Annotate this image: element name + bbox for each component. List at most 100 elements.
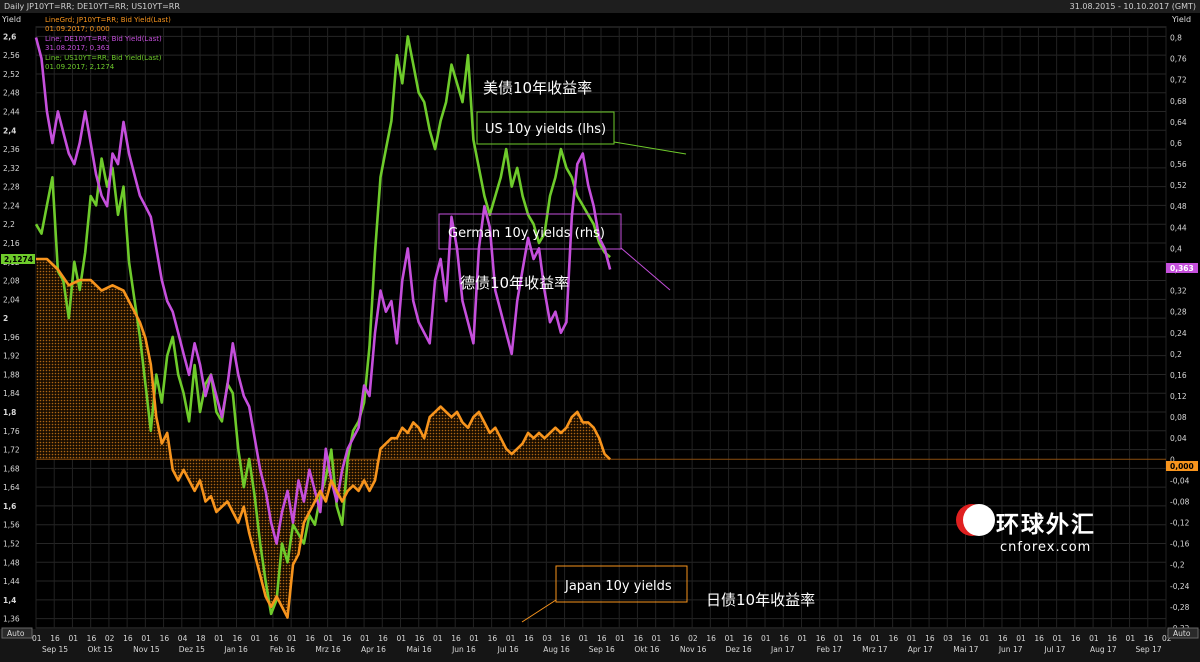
x-day-tick-label: 01	[834, 634, 844, 643]
left-tick-label: 1,8	[3, 408, 16, 417]
x-day-tick-label: 01	[287, 634, 297, 643]
us-pointer	[613, 141, 687, 155]
left-tick-label: 1,36	[3, 615, 20, 624]
left-tick-label: 2,32	[3, 164, 20, 173]
de-pointer	[620, 247, 671, 291]
x-month-label: Feb 17	[817, 645, 842, 654]
x-day-tick-label: 16	[852, 634, 862, 643]
x-day-tick-label: 16	[962, 634, 972, 643]
left-tick-label: 2,24	[3, 201, 20, 210]
legend-entry-title: Line; US10YT=RR; Bid Yield(Last)	[45, 54, 162, 62]
de-value-tag: 0,363	[1170, 264, 1194, 273]
us-box-label: US 10y yields (lhs)	[485, 122, 606, 137]
x-month-label: Mrz 17	[862, 645, 888, 654]
x-day-tick-label: 01	[870, 634, 880, 643]
x-day-tick-label: 01	[652, 634, 662, 643]
right-tick-label: 0,2	[1170, 350, 1182, 359]
x-day-tick-label: 01	[397, 634, 407, 643]
x-day-tick-label: 16	[87, 634, 97, 643]
x-day-tick-label: 01	[360, 634, 370, 643]
x-day-tick-label: 16	[706, 634, 716, 643]
auto-right-button[interactable]: Auto	[1167, 627, 1199, 639]
auto-left-label: Auto	[7, 629, 25, 638]
right-tick-label: 0,12	[1170, 392, 1187, 401]
window-header: Daily JP10YT=RR; DE10YT=RR; US10YT=RR 31…	[0, 0, 1200, 13]
right-tick-label: 0,44	[1170, 223, 1187, 232]
watermark-url: cnforex.com	[1000, 540, 1091, 555]
x-day-tick-label: 16	[269, 634, 279, 643]
left-tick-label: 1,6	[3, 502, 16, 511]
window-title: Daily JP10YT=RR; DE10YT=RR; US10YT=RR	[4, 2, 180, 11]
right-tick-label: 0,48	[1170, 202, 1187, 211]
left-tick-label: 2,04	[3, 295, 20, 304]
x-day-tick-label: 02	[688, 634, 698, 643]
legend-entry-title: Line; DE10YT=RR; Bid Yield(Last)	[45, 35, 162, 43]
x-month-label: Dez 16	[725, 645, 751, 654]
x-day-tick-label: 01	[1126, 634, 1136, 643]
left-tick-label: 2,56	[3, 51, 20, 60]
auto-left-button[interactable]: Auto	[1, 627, 33, 639]
x-day-tick-label: 16	[524, 634, 534, 643]
left-tick-label: 1,56	[3, 521, 20, 530]
right-tick-label: -0,2	[1170, 561, 1185, 570]
left-tick-label: 1,92	[3, 352, 20, 361]
left-tick-label: 2,52	[3, 70, 20, 79]
x-day-tick-label: 01	[725, 634, 735, 643]
left-tick-label: 1,88	[3, 370, 20, 379]
x-day-tick-label: 02	[1162, 634, 1172, 643]
us-cn-label: 美债10年收益率	[483, 79, 592, 97]
de-series-line	[34, 37, 612, 545]
left-tick-label: 1,96	[3, 333, 20, 342]
x-month-label: Nov 15	[133, 645, 160, 654]
left-axis-label: Yield	[1, 15, 21, 24]
x-day-tick-label: 01	[251, 634, 261, 643]
x-month-label: Aug 16	[543, 645, 570, 654]
legend-entry-value: 01.09.2017; 2,1274	[45, 63, 115, 71]
jp-pointer	[521, 599, 557, 623]
x-day-tick-label: 16	[415, 634, 425, 643]
x-day-tick-label: 03	[542, 634, 552, 643]
x-day-tick-label: 01	[1016, 634, 1026, 643]
left-tick-label: 1,72	[3, 446, 20, 455]
x-month-label: Jun 17	[998, 645, 1023, 654]
jp-value-tag-bg	[1166, 461, 1198, 471]
auto-right-label: Auto	[1173, 629, 1191, 638]
legend: LineGrd; JP10YT=RR; Bid Yield(Last)01.09…	[45, 16, 171, 71]
left-tick-label: 2,36	[3, 145, 20, 154]
x-month-label: Jan 17	[770, 645, 795, 654]
right-tick-label: 0,64	[1170, 118, 1187, 127]
de-box-label: German 10y yields (rhs)	[448, 226, 605, 241]
jp-box	[555, 565, 688, 603]
us-value-tag-bg	[1, 254, 35, 264]
x-day-tick-label: 01	[433, 634, 443, 643]
left-axis: Yield 2,6 2,56 2,52 2,48 2,44 2,4 2,36 2,32 2,28 2…	[1, 15, 21, 624]
x-day-tick-label: 16	[451, 634, 461, 643]
x-day-tick-label: 01	[615, 634, 625, 643]
x-day-tick-label: 01	[1089, 634, 1099, 643]
x-day-tick-label: 03	[943, 634, 953, 643]
left-tick-label: 1,48	[3, 558, 20, 567]
right-tick-label: -0,16	[1170, 540, 1190, 549]
right-tick-label: 0,68	[1170, 97, 1187, 106]
x-day-tick-label: 01	[469, 634, 479, 643]
x-day-tick-label: 01	[761, 634, 771, 643]
right-tick-label: 0,28	[1170, 308, 1187, 317]
left-tick-label: 2,08	[3, 277, 20, 286]
x-month-label: Jun 16	[451, 645, 476, 654]
right-tick-label: 0,08	[1170, 413, 1187, 422]
right-tick-label: 0,72	[1170, 76, 1187, 85]
x-month-label: Mrz 16	[315, 645, 341, 654]
x-day-tick-label: 16	[488, 634, 498, 643]
right-tick-label: 0,6	[1170, 139, 1182, 148]
x-month-label: Aug 17	[1090, 645, 1117, 654]
right-tick-label: -0,24	[1170, 582, 1190, 591]
left-tick-label: 2,28	[3, 183, 20, 192]
left-tick-label: 2,6	[3, 32, 16, 41]
x-month-label: Jul 16	[497, 645, 519, 654]
left-tick-label: 2,44	[3, 108, 20, 117]
jp-cn-label: 日债10年收益率	[706, 591, 815, 609]
x-day-tick-label: 01	[506, 634, 516, 643]
left-tick-label: 2,4	[3, 126, 16, 135]
left-tick-label: 2	[3, 314, 8, 323]
